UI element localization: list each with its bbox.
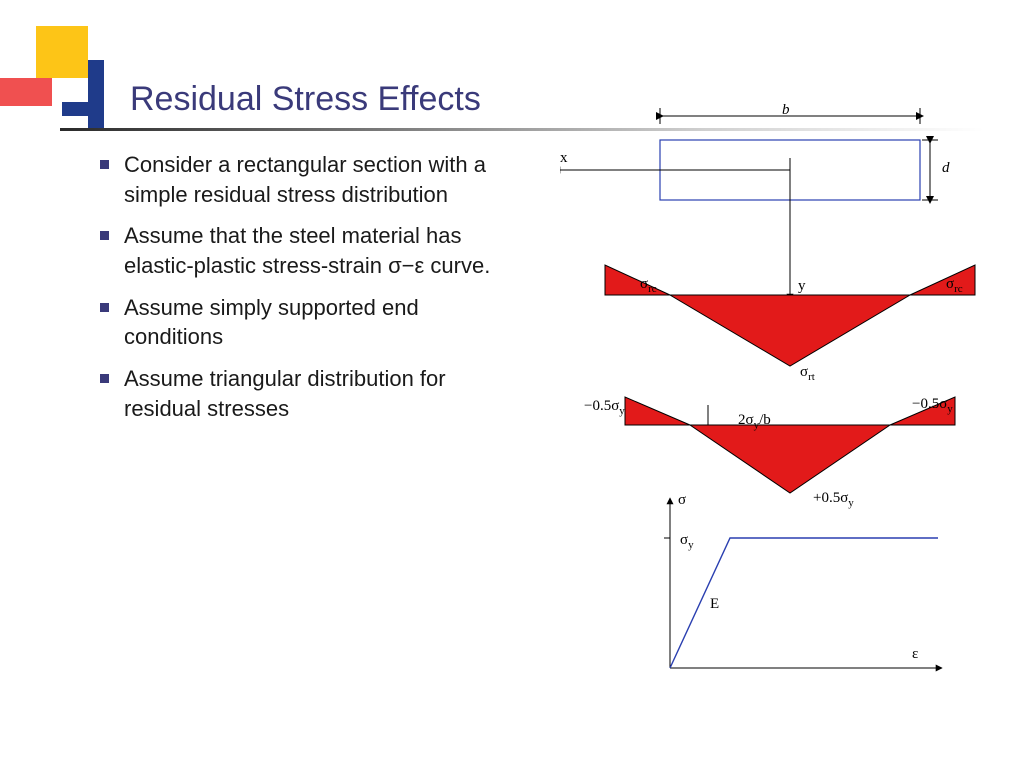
label-sigma-y: σy xyxy=(680,532,694,551)
label-pos05: +0.5σy xyxy=(813,490,854,509)
deco-yellow-square xyxy=(36,26,88,78)
stress2-left-tri xyxy=(625,397,690,425)
diagram-svg xyxy=(560,100,980,690)
stress1-left-tri xyxy=(605,265,670,295)
label-E: E xyxy=(710,596,719,613)
deco-red-bar xyxy=(0,78,52,106)
stress2-mid-tri xyxy=(690,425,890,493)
deco-navy-v xyxy=(88,60,104,130)
label-x: x xyxy=(560,150,568,167)
label-eps: ε xyxy=(912,646,918,663)
label-slope: 2σy/b xyxy=(738,412,771,431)
label-y: y xyxy=(798,278,806,295)
bullet-item: Assume simply supported end conditions xyxy=(100,293,520,352)
label-sigma-axis: σ xyxy=(678,492,686,509)
label-neg05-left: −0.5σy xyxy=(584,398,625,417)
stress1-right-tri xyxy=(910,265,975,295)
bullet-item: Consider a rectangular section with a si… xyxy=(100,150,520,209)
slide-title: Residual Stress Effects xyxy=(130,80,481,119)
label-sigma-rt: σrt xyxy=(800,364,815,383)
label-neg05-right: −0.5σy xyxy=(912,396,953,415)
label-sigma-rc-left: σrc xyxy=(640,276,657,295)
bullet-item: Assume that the steel material has elast… xyxy=(100,221,520,280)
label-sigma-rc-right: σrc xyxy=(946,276,963,295)
bullet-list: Consider a rectangular section with a si… xyxy=(100,150,520,436)
deco-navy-h xyxy=(62,102,104,116)
bullet-item: Assume triangular distribution for resid… xyxy=(100,364,520,423)
label-b: b xyxy=(782,102,790,119)
diagram-area: b d x y σrc σrc σrt −0.5σy −0.5σy +0.5σy… xyxy=(560,100,980,690)
stress1-mid-tri xyxy=(670,295,910,366)
label-d: d xyxy=(942,160,950,177)
